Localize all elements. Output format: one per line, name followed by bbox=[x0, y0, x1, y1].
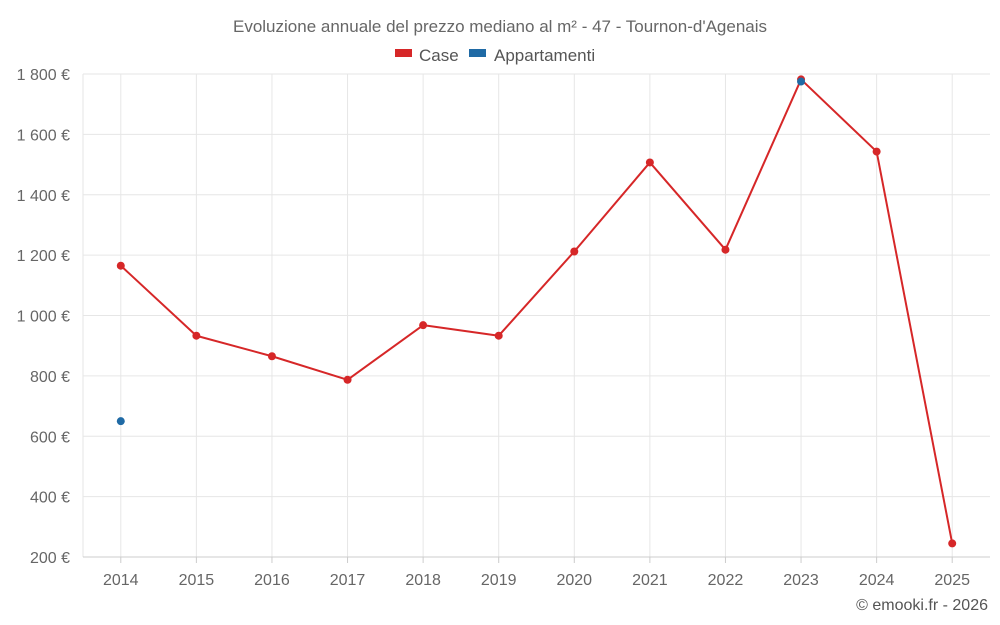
legend-swatch-case bbox=[395, 49, 412, 57]
legend: Case Appartamenti bbox=[395, 46, 595, 65]
y-tick-label: 600 € bbox=[30, 429, 70, 446]
x-tick-label: 2022 bbox=[708, 572, 744, 589]
data-point-case[interactable] bbox=[419, 321, 428, 330]
x-tick-label: 2015 bbox=[179, 572, 215, 589]
data-point-case[interactable] bbox=[948, 539, 957, 548]
x-tick-label: 2023 bbox=[783, 572, 819, 589]
data-point-case[interactable] bbox=[267, 352, 276, 361]
y-tick-label: 1 000 € bbox=[17, 309, 70, 326]
data-point-case[interactable] bbox=[570, 247, 579, 256]
y-tick-label: 400 € bbox=[30, 490, 70, 507]
legend-label-appartamenti[interactable]: Appartamenti bbox=[494, 46, 595, 65]
x-tick-label: 2024 bbox=[859, 572, 895, 589]
y-tick-label: 1 800 € bbox=[17, 67, 70, 84]
data-point-case[interactable] bbox=[494, 331, 503, 340]
data-point-case[interactable] bbox=[872, 147, 881, 156]
data-point-case[interactable] bbox=[116, 261, 125, 270]
x-tick-label: 2017 bbox=[330, 572, 366, 589]
x-tick-label: 2014 bbox=[103, 572, 139, 589]
x-axis: 2014 2015 2016 2017 2018 2019 2020 2021 2022 2023… bbox=[83, 556, 990, 589]
data-point-case[interactable] bbox=[343, 375, 352, 384]
credit-text: © emooki.fr - 2026 bbox=[856, 597, 988, 614]
x-tick-label: 2021 bbox=[632, 572, 668, 589]
y-axis: 200 € 400 € 600 € 800 € 1 000 € 1 200 € 1 400 … bbox=[17, 67, 84, 567]
data-point-case[interactable] bbox=[721, 245, 730, 254]
x-tick-label: 2020 bbox=[556, 572, 592, 589]
legend-swatch-appartamenti bbox=[469, 49, 486, 57]
y-tick-label: 800 € bbox=[30, 369, 70, 386]
data-point-case[interactable] bbox=[645, 158, 654, 167]
y-tick-label: 1 200 € bbox=[17, 248, 70, 265]
data-point-appartamenti[interactable] bbox=[116, 417, 125, 426]
x-tick-label: 2025 bbox=[934, 572, 970, 589]
y-tick-label: 1 400 € bbox=[17, 188, 70, 205]
y-tick-label: 200 € bbox=[30, 550, 70, 567]
chart-title: Evoluzione annuale del prezzo mediano al… bbox=[233, 17, 767, 36]
data-point-case[interactable] bbox=[192, 331, 201, 340]
grid bbox=[83, 73, 990, 558]
y-tick-label: 1 600 € bbox=[17, 127, 70, 144]
x-tick-label: 2018 bbox=[405, 572, 441, 589]
series-layer bbox=[116, 75, 957, 548]
x-tick-label: 2016 bbox=[254, 572, 290, 589]
legend-label-case[interactable]: Case bbox=[419, 46, 459, 65]
series-line-case bbox=[120, 78, 954, 544]
data-point-appartamenti[interactable] bbox=[797, 77, 806, 86]
x-tick-label: 2019 bbox=[481, 572, 517, 589]
